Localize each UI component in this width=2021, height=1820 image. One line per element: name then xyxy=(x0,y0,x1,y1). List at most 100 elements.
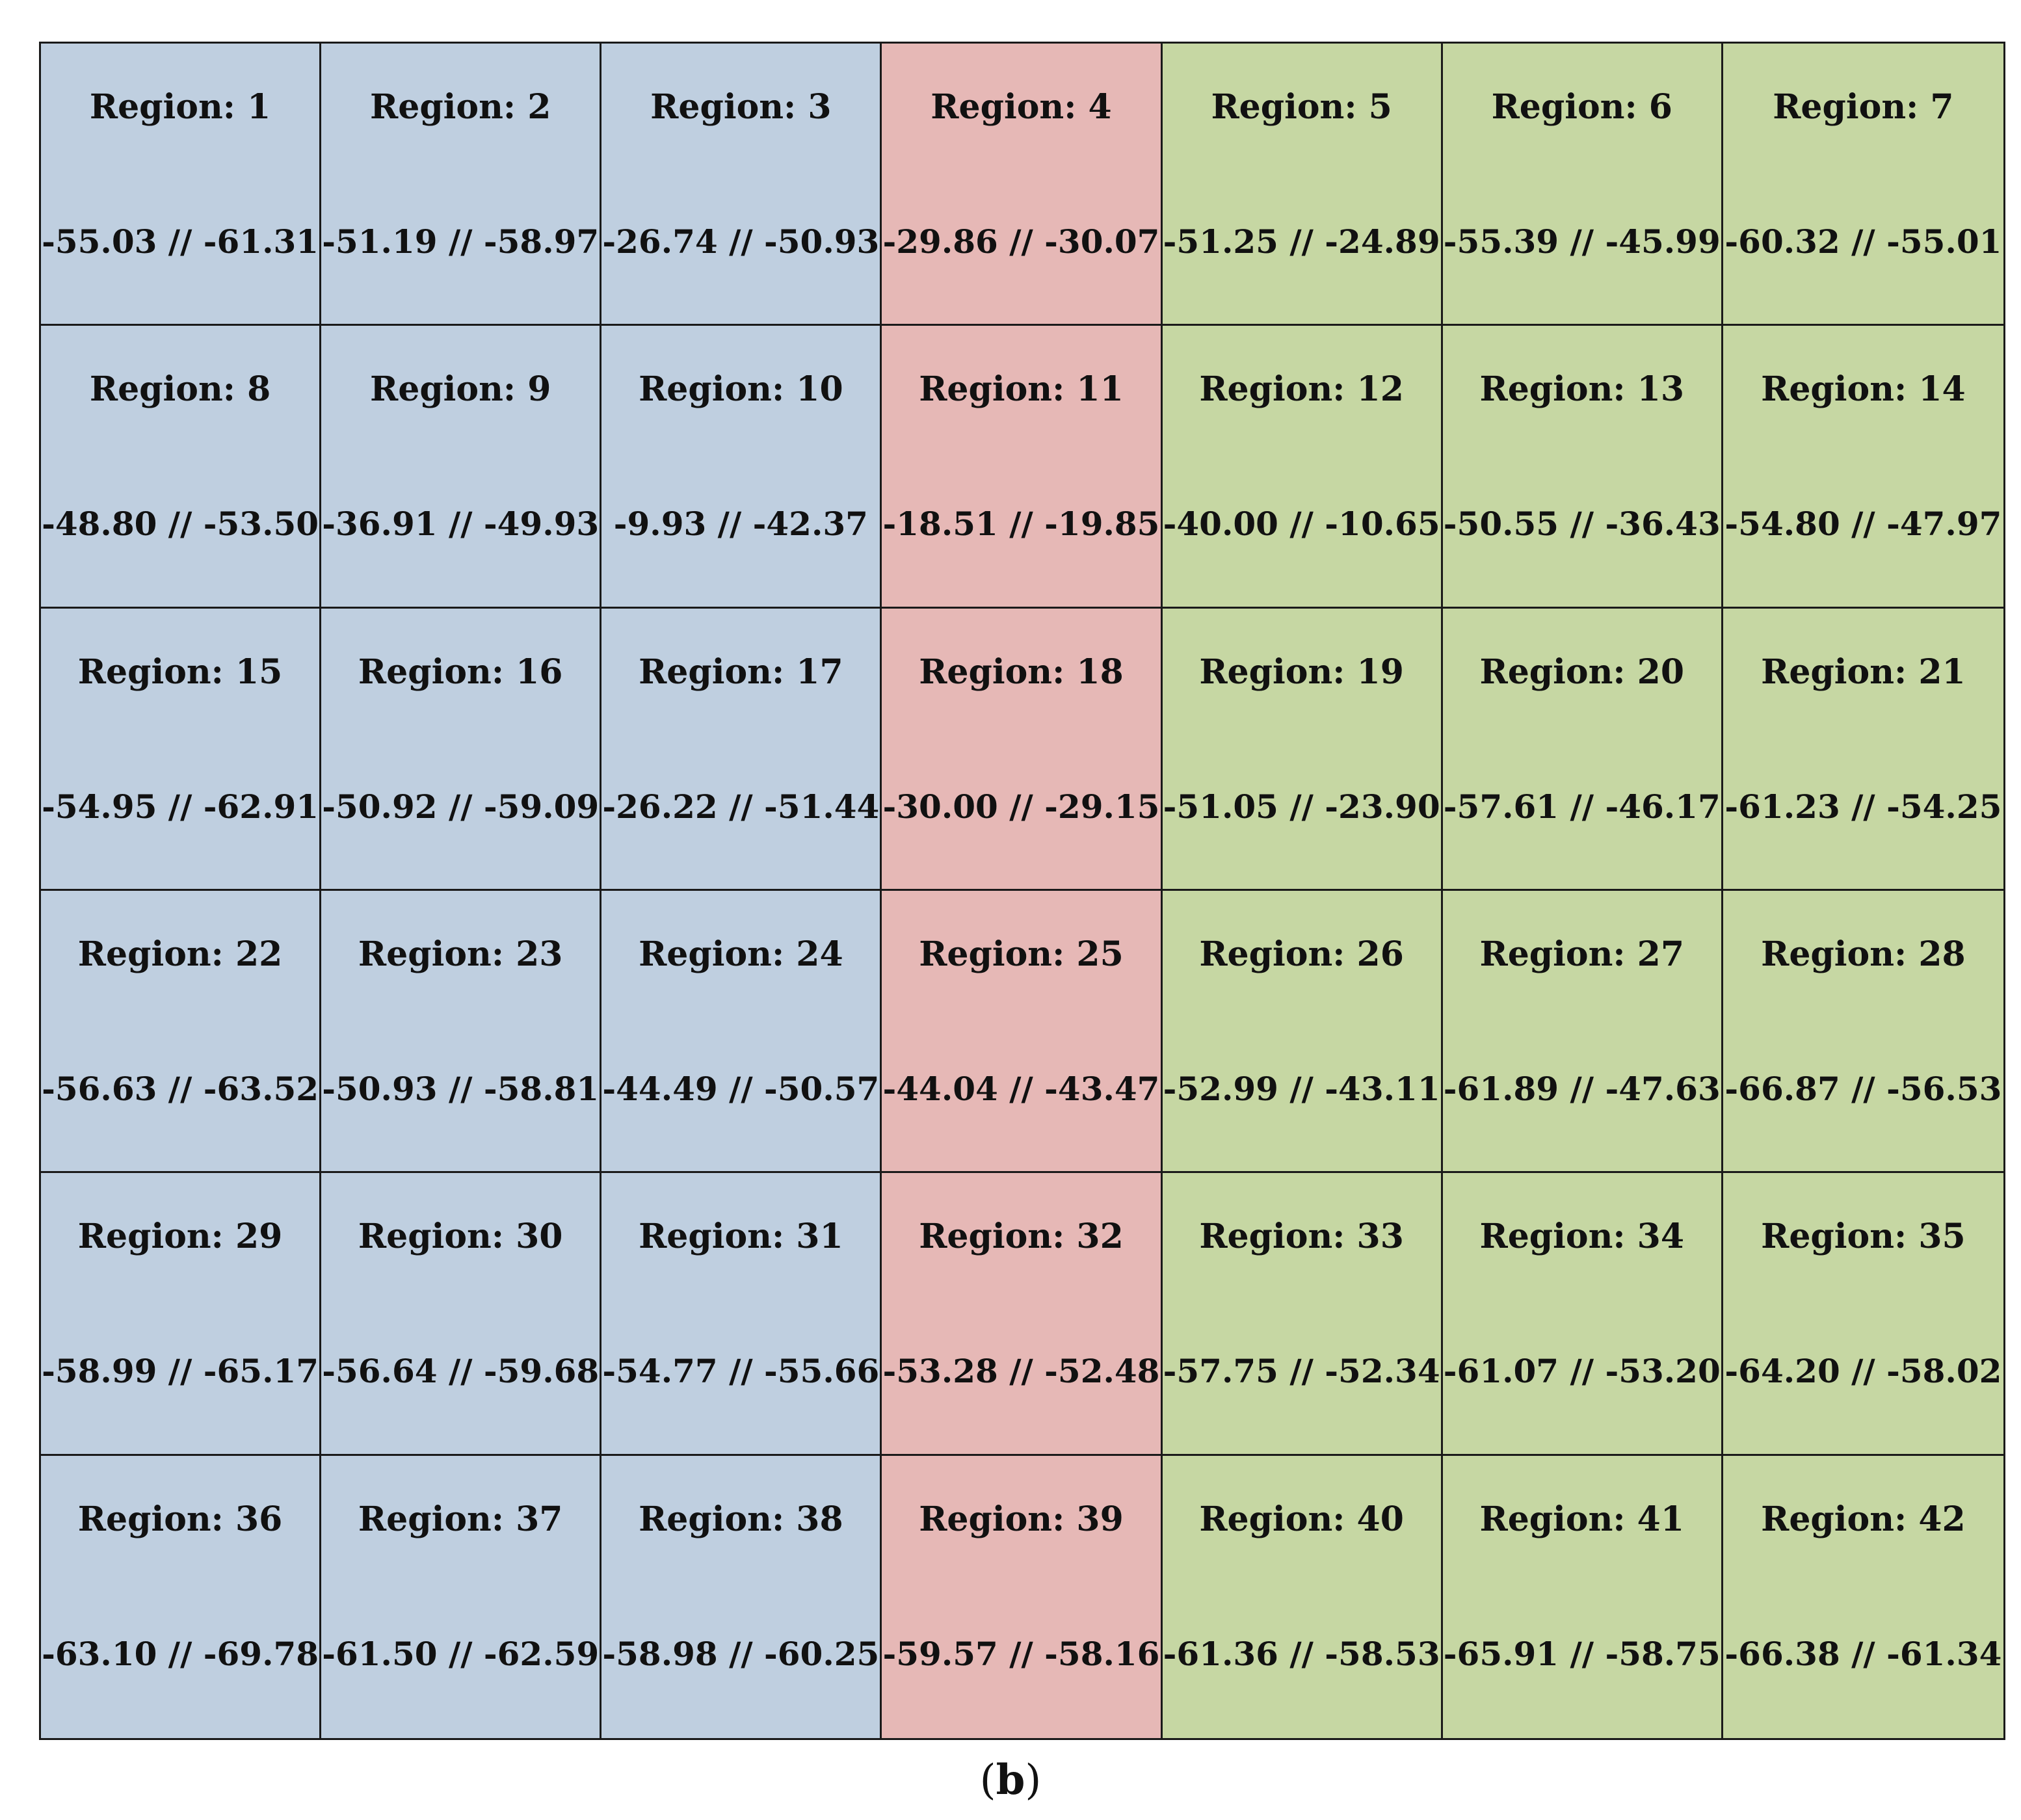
region-cell: Region: 34 -61.07 // -53.20 xyxy=(1442,1173,1723,1456)
region-values: -51.05 // -23.90 xyxy=(1163,787,1440,826)
region-cell: Region: 4 -29.86 // -30.07 xyxy=(882,44,1163,326)
region-values: -52.99 // -43.11 xyxy=(1163,1070,1440,1108)
region-label: Region: 26 xyxy=(1199,934,1404,974)
region-label: Region: 13 xyxy=(1479,369,1685,410)
region-label: Region: 16 xyxy=(358,652,563,692)
region-values: -58.99 // -65.17 xyxy=(42,1352,319,1391)
region-values: -54.80 // -47.97 xyxy=(1724,505,2002,544)
region-cell: Region: 24 -44.49 // -50.57 xyxy=(601,891,882,1174)
region-label: Region: 7 xyxy=(1773,87,1954,127)
region-cell: Region: 19 -51.05 // -23.90 xyxy=(1162,608,1443,891)
region-cell: Region: 28 -66.87 // -56.53 xyxy=(1723,891,2003,1174)
region-cell: Region: 36 -63.10 // -69.78 xyxy=(41,1455,322,1738)
region-values: -54.77 // -55.66 xyxy=(602,1352,880,1391)
region-values: -51.19 // -58.97 xyxy=(322,222,600,261)
region-values: -26.74 // -50.93 xyxy=(602,222,880,261)
region-values: -55.39 // -45.99 xyxy=(1443,222,1721,261)
region-values: -36.91 // -49.93 xyxy=(322,505,600,544)
region-values: -59.57 // -58.16 xyxy=(882,1634,1160,1673)
region-cell: Region: 13 -50.55 // -36.43 xyxy=(1442,326,1723,609)
region-cell: Region: 25 -44.04 // -43.47 xyxy=(882,891,1163,1174)
region-values: -48.80 // -53.50 xyxy=(42,505,319,544)
region-cell: Region: 37 -61.50 // -62.59 xyxy=(321,1455,602,1738)
region-label: Region: 10 xyxy=(639,369,843,410)
region-label: Region: 4 xyxy=(931,87,1112,127)
region-values: -44.04 // -43.47 xyxy=(882,1070,1160,1108)
region-values: -9.93 // -42.37 xyxy=(613,505,868,544)
region-values: -63.10 // -69.78 xyxy=(42,1634,319,1673)
region-values: -65.91 // -58.75 xyxy=(1443,1634,1721,1673)
region-values: -66.38 // -61.34 xyxy=(1724,1634,2002,1673)
region-values: -53.28 // -52.48 xyxy=(882,1352,1160,1391)
region-values: -60.32 // -55.01 xyxy=(1724,222,2002,261)
region-label: Region: 28 xyxy=(1761,934,1966,974)
region-label: Region: 22 xyxy=(77,934,283,974)
region-cell: Region: 38 -58.98 // -60.25 xyxy=(601,1455,882,1738)
region-label: Region: 24 xyxy=(639,934,843,974)
region-values: -57.75 // -52.34 xyxy=(1163,1352,1440,1391)
region-label: Region: 34 xyxy=(1479,1217,1685,1257)
region-values: -26.22 // -51.44 xyxy=(602,787,880,826)
region-grid: Region: 1 -55.03 // -61.31 Region: 2 -51.19… xyxy=(39,42,2005,1740)
region-cell: Region: 17 -26.22 // -51.44 xyxy=(601,608,882,891)
region-label: Region: 9 xyxy=(370,369,551,410)
region-label: Region: 31 xyxy=(639,1217,843,1257)
region-values: -29.86 // -30.07 xyxy=(882,222,1160,261)
region-label: Region: 42 xyxy=(1761,1499,1966,1539)
region-cell: Region: 14 -54.80 // -47.97 xyxy=(1723,326,2003,609)
region-values: -56.64 // -59.68 xyxy=(322,1352,600,1391)
region-cell: Region: 10 -9.93 // -42.37 xyxy=(601,326,882,609)
region-label: Region: 2 xyxy=(370,87,551,127)
region-cell: Region: 18 -30.00 // -29.15 xyxy=(882,608,1163,891)
region-values: -18.51 // -19.85 xyxy=(882,505,1160,544)
region-label: Region: 15 xyxy=(77,652,283,692)
region-cell: Region: 26 -52.99 // -43.11 xyxy=(1162,891,1443,1174)
region-label: Region: 25 xyxy=(919,934,1124,974)
region-label: Region: 30 xyxy=(358,1217,563,1257)
region-label: Region: 11 xyxy=(919,369,1124,410)
region-label: Region: 38 xyxy=(639,1499,843,1539)
region-cell: Region: 30 -56.64 // -59.68 xyxy=(321,1173,602,1456)
region-cell: Region: 42 -66.38 // -61.34 xyxy=(1723,1455,2003,1738)
region-label: Region: 3 xyxy=(650,87,832,127)
region-cell: Region: 9 -36.91 // -49.93 xyxy=(321,326,602,609)
region-values: -44.49 // -50.57 xyxy=(602,1070,880,1108)
region-label: Region: 21 xyxy=(1761,652,1966,692)
region-values: -64.20 // -58.02 xyxy=(1724,1352,2002,1391)
region-values: -40.00 // -10.65 xyxy=(1163,505,1440,544)
region-cell: Region: 29 -58.99 // -65.17 xyxy=(41,1173,322,1456)
region-label: Region: 41 xyxy=(1479,1499,1685,1539)
region-label: Region: 32 xyxy=(919,1217,1124,1257)
region-values: -57.61 // -46.17 xyxy=(1443,787,1721,826)
region-values: -58.98 // -60.25 xyxy=(602,1634,880,1673)
region-values: -61.89 // -47.63 xyxy=(1443,1070,1721,1108)
region-label: Region: 12 xyxy=(1199,369,1404,410)
region-label: Region: 8 xyxy=(89,369,271,410)
region-cell: Region: 5 -51.25 // -24.89 xyxy=(1162,44,1443,326)
region-label: Region: 20 xyxy=(1479,652,1685,692)
region-label: Region: 18 xyxy=(919,652,1124,692)
figure-caption: (b) xyxy=(979,1756,1042,1804)
region-values: -54.95 // -62.91 xyxy=(42,787,319,826)
region-cell: Region: 1 -55.03 // -61.31 xyxy=(41,44,322,326)
region-cell: Region: 12 -40.00 // -10.65 xyxy=(1162,326,1443,609)
region-label: Region: 6 xyxy=(1491,87,1672,127)
region-values: -50.55 // -36.43 xyxy=(1443,505,1721,544)
region-label: Region: 40 xyxy=(1199,1499,1404,1539)
region-label: Region: 29 xyxy=(77,1217,283,1257)
region-label: Region: 35 xyxy=(1761,1217,1966,1257)
region-label: Region: 27 xyxy=(1479,934,1685,974)
region-cell: Region: 16 -50.92 // -59.09 xyxy=(321,608,602,891)
region-label: Region: 39 xyxy=(919,1499,1124,1539)
region-label: Region: 37 xyxy=(358,1499,563,1539)
region-cell: Region: 22 -56.63 // -63.52 xyxy=(41,891,322,1174)
region-values: -61.36 // -58.53 xyxy=(1163,1634,1440,1673)
region-label: Region: 23 xyxy=(358,934,563,974)
region-cell: Region: 27 -61.89 // -47.63 xyxy=(1442,891,1723,1174)
region-cell: Region: 6 -55.39 // -45.99 xyxy=(1442,44,1723,326)
region-cell: Region: 39 -59.57 // -58.16 xyxy=(882,1455,1163,1738)
region-label: Region: 36 xyxy=(77,1499,283,1539)
region-values: -55.03 // -61.31 xyxy=(42,222,319,261)
region-cell: Region: 7 -60.32 // -55.01 xyxy=(1723,44,2003,326)
region-label: Region: 1 xyxy=(89,87,271,127)
